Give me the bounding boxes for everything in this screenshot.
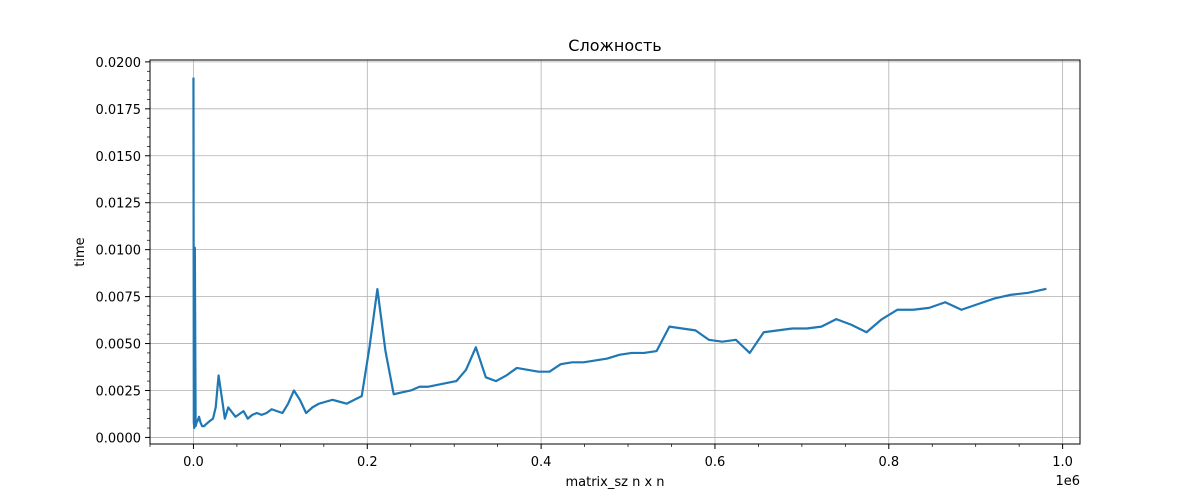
y-tick-label: 0.0025 xyxy=(96,384,142,399)
plot-frame xyxy=(149,59,1081,445)
y-tick-label: 0.0075 xyxy=(96,291,142,306)
series-line xyxy=(192,77,1047,430)
y-axis-label: time xyxy=(73,237,88,266)
y-tick-label: 0.0050 xyxy=(96,338,142,353)
x-axis-offset-label: 1e6 xyxy=(1055,474,1080,489)
x-tick-label: 0.0 xyxy=(183,455,204,470)
x-tick-label: 0.8 xyxy=(878,455,899,470)
x-tick-label: 0.2 xyxy=(357,455,378,470)
x-tick-label: 0.6 xyxy=(705,455,726,470)
y-tick-label: 0.0150 xyxy=(96,150,142,165)
x-tick-label: 0.4 xyxy=(531,455,552,470)
ticks: 0.0 0.2 0.4 0.6 0.8 1.0 0.0000 0.0025 0.0050 0.00… xyxy=(96,56,1073,470)
x-tick-label: 1.0 xyxy=(1052,455,1073,470)
grid xyxy=(150,60,1080,444)
y-tick-label: 0.0175 xyxy=(96,103,142,118)
x-axis-label: matrix_sz n x n xyxy=(565,475,664,490)
y-tick-label: 0.0000 xyxy=(96,431,142,446)
y-tick-label: 0.0200 xyxy=(96,56,142,71)
series-layer xyxy=(192,77,1047,430)
chart-title: Сложность xyxy=(568,36,661,55)
y-tick-label: 0.0100 xyxy=(96,244,142,259)
y-tick-label: 0.0125 xyxy=(96,197,142,212)
